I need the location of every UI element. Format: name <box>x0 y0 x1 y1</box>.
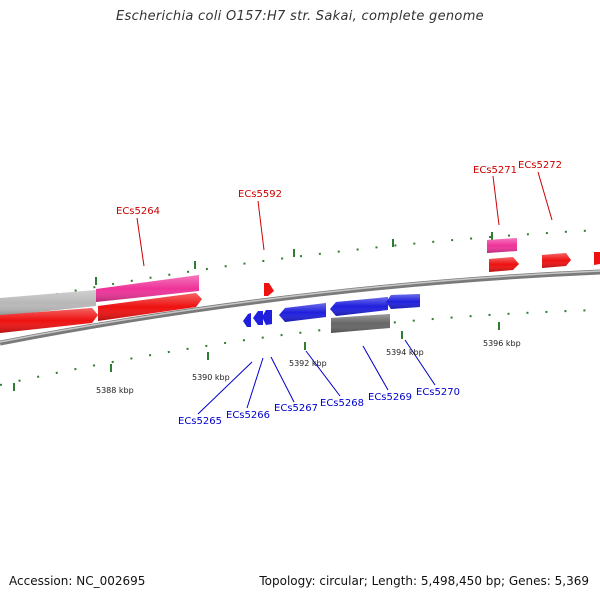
gene-ecs5272[interactable] <box>542 253 571 268</box>
map-title: Escherichia coli O157:H7 str. Sakai, com… <box>116 9 484 24</box>
leader-lines-bottom <box>197 339 436 415</box>
gene-label-ecs5269: ECs5269 <box>368 392 412 403</box>
genome-backbone-highlight <box>0 270 600 343</box>
gene-ecs5268[interactable] <box>279 303 326 322</box>
gene-ecs5269[interactable] <box>330 297 388 316</box>
gene-label-ecs5264: ECs5264 <box>116 206 160 217</box>
gene-red-right-1[interactable] <box>489 257 519 272</box>
gene-label-ecs5268: ECs5268 <box>320 398 364 409</box>
gene-label-ecs5266: ECs5266 <box>226 410 270 421</box>
tick-row-lower <box>0 309 600 386</box>
gene-red-long-1[interactable] <box>0 308 98 333</box>
gene-ecs5264[interactable] <box>96 275 199 302</box>
gene-red-long-2[interactable] <box>98 293 202 321</box>
major-ticks-upper <box>95 232 493 285</box>
gene-ecs5270[interactable] <box>386 294 420 309</box>
gene-label-ecs5265: ECs5265 <box>178 416 222 427</box>
gene-dark-gray[interactable] <box>331 314 390 333</box>
gene-label-ecs5267: ECs5267 <box>274 403 318 414</box>
leader-lines-top <box>136 171 553 267</box>
gene-ecs5271[interactable] <box>487 238 517 253</box>
gene-ecs5265[interactable] <box>243 313 251 327</box>
gene-red-right-edge[interactable] <box>594 252 600 265</box>
gene-label-ecs5270: ECs5270 <box>416 387 460 398</box>
gene-label-ecs5271: ECs5271 <box>473 165 517 176</box>
scale-label-5392: 5392 kbp <box>289 359 327 368</box>
gene-ecs5266[interactable] <box>253 311 263 325</box>
accession-label: Accession: NC_002695 <box>9 574 146 588</box>
scale-label-5388: 5388 kbp <box>96 386 134 395</box>
scale-label-5390: 5390 kbp <box>192 373 230 382</box>
scale-label-5396: 5396 kbp <box>483 339 521 348</box>
gene-label-ecs5592: ECs5592 <box>238 189 282 200</box>
gene-ecs5267[interactable] <box>262 310 272 325</box>
major-ticks-lower <box>13 322 500 391</box>
scale-label-5394: 5394 kbp <box>386 348 424 357</box>
genome-stats: Topology: circular; Length: 5,498,450 bp… <box>259 574 589 588</box>
gene-ecs5592[interactable] <box>264 283 274 296</box>
gene-label-ecs5272: ECs5272 <box>518 160 562 171</box>
genome-backbone <box>0 269 600 346</box>
gene-ecs5263-gray[interactable] <box>0 290 96 316</box>
